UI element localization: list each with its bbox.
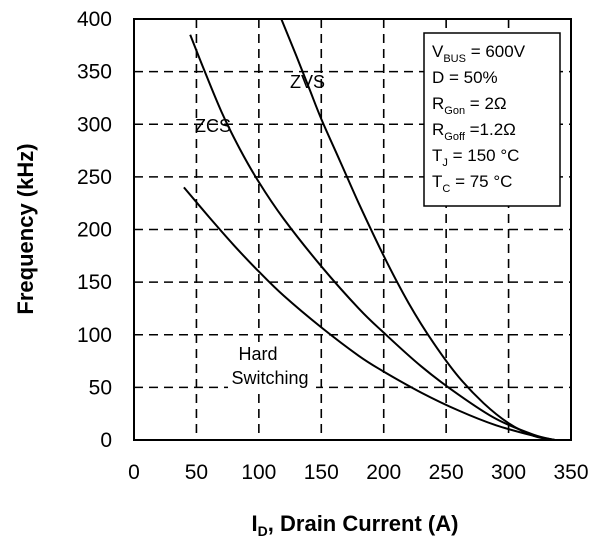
series-line-hard-switching bbox=[183, 186, 555, 441]
parameter-line: RGon = 2Ω bbox=[432, 94, 507, 117]
parameter-line: TJ = 150 °C bbox=[432, 146, 519, 169]
parameter-line: TC = 75 °C bbox=[432, 172, 512, 195]
series-line-zcs bbox=[189, 34, 556, 441]
y-tick-label: 250 bbox=[77, 166, 112, 189]
hard-switching-label-line2: Switching bbox=[231, 368, 308, 388]
y-tick-label: 0 bbox=[100, 429, 112, 452]
x-tick-label: 250 bbox=[429, 461, 464, 484]
x-tick-label: 100 bbox=[241, 461, 276, 484]
x-axis-title-subscript: D bbox=[258, 523, 268, 539]
x-tick-label: 50 bbox=[185, 461, 208, 484]
parameter-box-lines: VBUS = 600V D = 50% RGon = 2Ω RGoff =1.2Ω TJ… bbox=[432, 42, 526, 195]
parameter-box bbox=[423, 32, 561, 207]
x-tick-labels: 0 50 100 150 200 250 300 350 bbox=[128, 461, 588, 484]
parameter-line: RGoff =1.2Ω bbox=[432, 120, 516, 143]
x-axis-title: ID, Drain Current (A) bbox=[252, 511, 459, 539]
parameter-line: VBUS = 600V bbox=[432, 42, 526, 65]
y-tick-label: 350 bbox=[77, 61, 112, 84]
series-line-zvs bbox=[280, 18, 555, 441]
y-tick-label: 100 bbox=[77, 324, 112, 347]
x-tick-label: 0 bbox=[128, 461, 140, 484]
zcs-label: ZCS bbox=[195, 116, 231, 136]
y-tick-label: 400 bbox=[77, 8, 112, 31]
x-tick-label: 150 bbox=[304, 461, 339, 484]
series-layer bbox=[183, 18, 556, 441]
x-axis-title-symbol: I bbox=[252, 511, 258, 536]
y-axis-title: Frequency (kHz) bbox=[13, 143, 38, 314]
hard-switching-label-line1: Hard bbox=[238, 344, 277, 364]
plot-area-frame bbox=[133, 18, 572, 441]
zvs-label: ZVS bbox=[290, 72, 325, 92]
y-tick-labels: 0 50 100 150 200 250 300 350 400 bbox=[77, 8, 112, 452]
x-tick-label: 200 bbox=[366, 461, 401, 484]
hard-switching-label-bg bbox=[228, 342, 316, 390]
y-tick-label: 300 bbox=[77, 113, 112, 136]
parameter-line: D = 50% bbox=[432, 68, 498, 87]
y-tick-label: 200 bbox=[77, 219, 112, 242]
y-tick-label: 150 bbox=[77, 271, 112, 294]
y-tick-label: 50 bbox=[89, 376, 112, 399]
x-tick-label: 350 bbox=[553, 461, 588, 484]
x-axis-title-text: , Drain Current (A) bbox=[268, 511, 459, 536]
x-tick-label: 300 bbox=[491, 461, 526, 484]
